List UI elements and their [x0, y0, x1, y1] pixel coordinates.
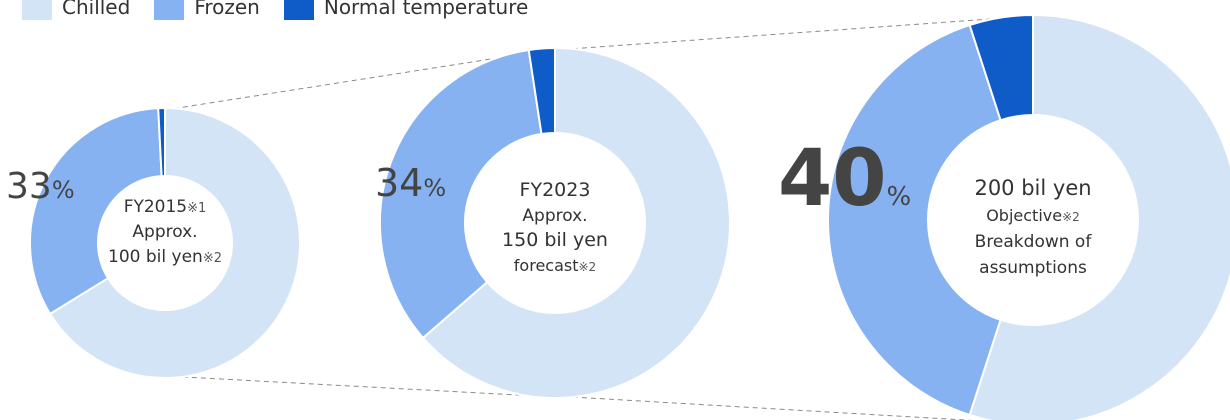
connector-line-bottom-2	[554, 395, 974, 420]
donut-slice-frozen	[379, 48, 543, 340]
center-label-note: ※2	[1062, 210, 1080, 224]
donut-slice-frozen	[29, 107, 163, 316]
center-label-line-2: Objective※2	[986, 206, 1080, 225]
highlight-percent-label: 34%	[375, 161, 446, 205]
center-label-text: 100 bil yen	[108, 247, 203, 267]
legend-swatch-normal-temperature	[283, 0, 314, 20]
legend-swatch-chilled	[22, 0, 52, 20]
donut-slice-chilled	[48, 106, 301, 379]
highlight-percent-value: 33	[6, 166, 52, 207]
donut-chart-objective: 40% 200 bil yen Objective※2 Breakdown of ass…	[778, 13, 1230, 420]
center-label-text: Objective	[986, 206, 1062, 225]
donut-chart-fy2023: 34% FY2023 Approx. 150 bil yen forecast※2	[375, 46, 731, 399]
center-label-note: ※2	[203, 251, 222, 266]
center-label-text: forecast	[514, 256, 579, 275]
legend-item-frozen: Frozen	[154, 0, 260, 20]
center-label-line-4: assumptions	[979, 258, 1087, 278]
highlight-percent-label: 40%	[778, 134, 911, 224]
donut-slice-normal-temperature	[157, 106, 166, 178]
center-label-line-1: FY2015※1	[124, 197, 207, 217]
legend-label-frozen: Frozen	[194, 0, 260, 19]
center-label-line-1: FY2023	[520, 179, 591, 201]
center-label-line-3: Breakdown of	[975, 232, 1093, 252]
center-label-note: ※1	[187, 201, 206, 216]
highlight-percent-unit: %	[52, 176, 75, 204]
legend-swatch-frozen	[154, 0, 185, 20]
center-label-text: 150 bil yen	[502, 229, 608, 251]
center-label-line-3: 100 bil yen※2	[108, 247, 222, 267]
highlight-percent-unit: %	[887, 182, 912, 212]
center-label-text: FY2023	[520, 179, 591, 201]
center-label-note: ※2	[579, 260, 597, 274]
center-label-line-2: Approx.	[132, 222, 197, 242]
donut-chart-fy2015: 33% FY2015※1 Approx. 100 bil yen※2	[6, 106, 301, 379]
legend-item-chilled: Chilled	[22, 0, 130, 20]
legend-item-normal-temperature: Normal temperature	[283, 0, 529, 20]
connector-line-bottom-1	[164, 375, 556, 398]
legend: Chilled Frozen Normal temperature	[22, 0, 552, 20]
center-label-line-2: Approx.	[522, 206, 587, 226]
connector-lines	[164, 15, 1034, 420]
center-label-text: Breakdown of	[975, 232, 1093, 252]
highlight-percent-value: 34	[375, 161, 423, 205]
highlight-percent-unit: %	[423, 174, 446, 202]
donut-slice-frozen	[826, 23, 1002, 417]
connector-line-top-2	[554, 15, 1034, 51]
center-label-line-3: 150 bil yen	[502, 229, 608, 251]
highlight-percent-value: 40	[778, 134, 887, 224]
legend-label-normal-temperature: Normal temperature	[323, 0, 529, 19]
center-label-text: 200 bil yen	[974, 176, 1091, 200]
center-label-text: assumptions	[979, 258, 1087, 278]
donut-slice-chilled	[421, 46, 731, 399]
center-label-line-1: 200 bil yen	[974, 176, 1091, 200]
center-label-text: FY2015	[124, 197, 187, 217]
donut-slice-chilled	[968, 13, 1230, 420]
center-label-text: Approx.	[132, 222, 197, 242]
donut-slice-normal-temperature	[968, 13, 1034, 122]
highlight-percent-label: 33%	[6, 166, 75, 207]
center-label-line-4: forecast※2	[514, 256, 596, 275]
donut-slice-normal-temperature	[527, 46, 556, 136]
connector-line-top-1	[164, 48, 556, 111]
legend-label-chilled: Chilled	[62, 0, 131, 19]
center-label-text: Approx.	[522, 206, 587, 226]
